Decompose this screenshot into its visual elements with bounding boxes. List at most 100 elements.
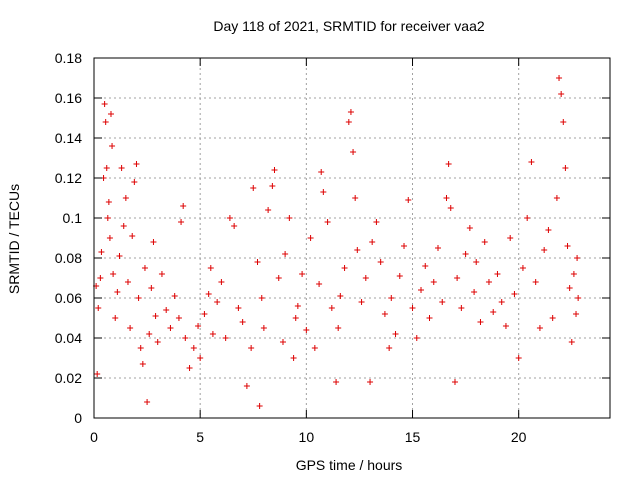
data-point — [445, 161, 452, 167]
data-points — [93, 75, 582, 409]
data-point — [180, 203, 187, 209]
data-point — [435, 245, 441, 251]
data-point — [290, 355, 297, 361]
data-point — [409, 305, 416, 311]
data-point — [570, 271, 577, 277]
data-point — [511, 291, 518, 297]
data-point — [454, 275, 461, 281]
data-point — [373, 219, 380, 225]
data-point — [178, 219, 185, 225]
y-tick-label: 0.16 — [55, 90, 82, 106]
data-point — [369, 239, 376, 245]
x-tick-label: 0 — [90, 429, 98, 445]
data-point — [324, 219, 331, 225]
data-point — [337, 293, 344, 299]
data-point — [105, 199, 112, 205]
data-point — [556, 75, 563, 81]
data-point — [133, 161, 140, 167]
data-point — [490, 309, 497, 315]
data-point — [458, 305, 465, 311]
data-point — [248, 345, 255, 351]
data-point — [190, 345, 197, 351]
data-point — [235, 305, 242, 311]
y-tick-label: 0.02 — [55, 370, 82, 386]
y-tick-label: 0.08 — [55, 250, 82, 266]
data-point — [405, 197, 412, 203]
data-point — [462, 251, 469, 257]
x-tick-label: 10 — [299, 429, 315, 445]
data-point — [466, 225, 473, 231]
data-point — [135, 295, 142, 301]
data-point — [422, 263, 429, 269]
data-point — [439, 299, 446, 305]
data-point — [98, 249, 105, 255]
data-point — [564, 243, 571, 249]
data-point — [144, 399, 151, 405]
x-tick-label: 15 — [405, 429, 421, 445]
data-point — [549, 315, 556, 321]
data-point — [103, 165, 110, 171]
data-point — [131, 179, 138, 185]
data-point — [205, 291, 212, 297]
data-point — [256, 403, 263, 409]
data-point — [507, 235, 514, 241]
data-point — [186, 365, 193, 371]
data-point — [195, 323, 202, 329]
data-point — [473, 259, 480, 265]
y-tick-label: 0.14 — [55, 130, 82, 146]
data-point — [218, 279, 225, 285]
data-point — [553, 195, 560, 201]
data-point — [494, 271, 501, 277]
data-point — [286, 215, 293, 221]
data-point — [341, 265, 348, 271]
data-point — [209, 331, 216, 337]
data-point — [152, 313, 159, 319]
data-point — [347, 109, 354, 115]
data-point — [396, 273, 403, 279]
data-point — [502, 323, 509, 329]
data-point — [122, 195, 129, 201]
data-point — [148, 285, 155, 291]
data-point — [226, 215, 233, 221]
y-axis-label: SRMTID / TECUs — [6, 184, 22, 294]
data-point — [358, 299, 365, 305]
data-point — [171, 293, 178, 299]
data-point — [104, 215, 111, 221]
data-point — [120, 223, 127, 229]
y-tick-label: 0 — [74, 410, 82, 426]
data-point — [560, 119, 567, 125]
y-tick-label: 0.1 — [63, 210, 83, 226]
y-tick-label: 0.18 — [55, 50, 82, 66]
data-point — [485, 279, 492, 285]
plot-frame — [93, 57, 611, 419]
data-point — [112, 315, 119, 321]
data-point — [222, 335, 229, 341]
data-point — [377, 259, 384, 265]
data-point — [498, 299, 505, 305]
data-point — [335, 325, 342, 331]
data-point — [536, 325, 543, 331]
data-point — [311, 345, 318, 351]
data-point — [451, 379, 458, 385]
x-axis-label: GPS time / hours — [296, 457, 403, 473]
data-point — [568, 339, 575, 345]
data-point — [558, 91, 565, 97]
data-point — [562, 165, 569, 171]
data-point — [271, 167, 278, 173]
data-point — [109, 143, 116, 149]
data-point — [401, 243, 408, 249]
data-point — [299, 271, 306, 277]
data-point — [150, 239, 157, 245]
data-point — [118, 165, 125, 171]
chart-title: Day 118 of 2021, SRMTID for receiver vaa… — [213, 18, 485, 34]
data-point — [388, 295, 395, 301]
data-point — [477, 319, 484, 325]
data-point — [481, 239, 488, 245]
data-point — [447, 205, 454, 211]
data-point — [102, 119, 109, 125]
data-point — [265, 207, 272, 213]
data-point — [260, 325, 267, 331]
data-point — [94, 371, 101, 377]
data-point — [307, 235, 314, 241]
data-point — [292, 315, 299, 321]
